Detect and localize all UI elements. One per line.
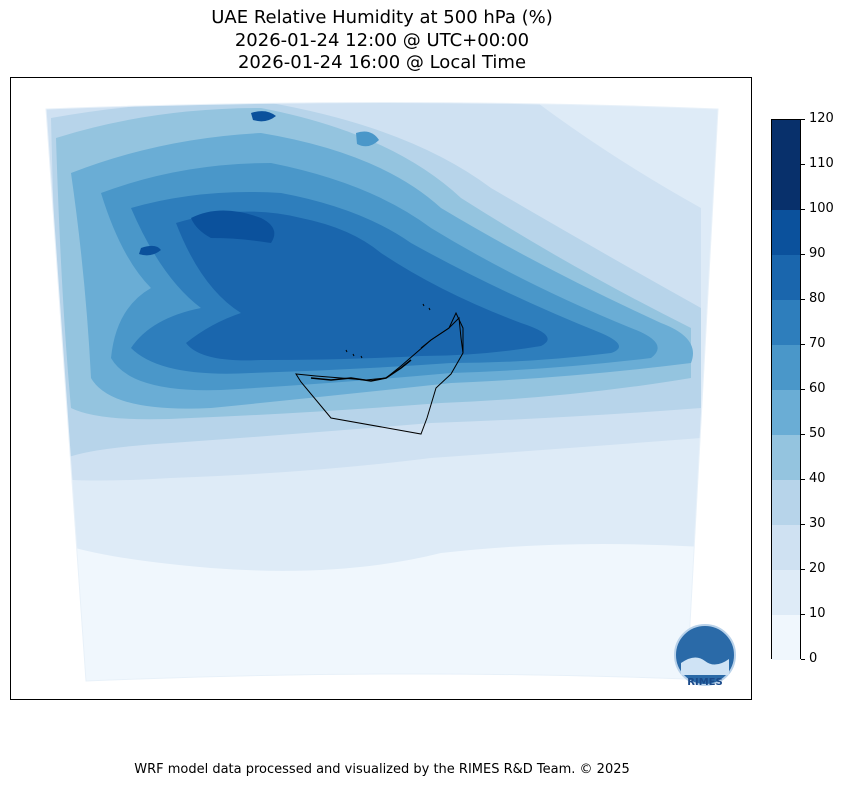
colorbar-segment-20-30 <box>772 525 800 570</box>
colorbar-segment-80-90 <box>772 255 800 300</box>
colorbar-tick <box>801 568 805 570</box>
colorbar-tick-label: 100 <box>809 201 834 216</box>
colorbar-tick-label: 0 <box>809 651 818 666</box>
humidity-band-90-100-north <box>251 111 276 122</box>
colorbar-segment-40-50 <box>772 435 800 480</box>
colorbar-tick <box>801 388 805 390</box>
humidity-band-90-100-west <box>139 245 161 256</box>
uae-coastline-east <box>420 316 464 354</box>
domain-edge <box>45 102 719 682</box>
humidity-band-80-90 <box>176 211 548 361</box>
islands <box>345 303 431 359</box>
humidity-cell-north <box>356 131 379 147</box>
map-title: UAE Relative Humidity at 500 hPa (%) <box>211 7 553 28</box>
colorbar-segment-10-20 <box>772 570 800 615</box>
colorbar-tick-label: 40 <box>809 471 826 486</box>
colorbar-tick-label: 70 <box>809 336 826 351</box>
colorbar-tick <box>801 343 805 345</box>
humidity-band-90-100 <box>191 210 275 243</box>
colorbar-tick-label: 120 <box>809 111 834 126</box>
colorbar-segment-100-110 <box>772 165 800 210</box>
colorbar-segment-70-80 <box>772 300 800 345</box>
colorbar-tick <box>801 478 805 480</box>
colorbar-tick <box>801 118 805 120</box>
colorbar-tick <box>801 298 805 300</box>
colorbar-tick <box>801 433 805 435</box>
uae-coastline <box>310 359 412 382</box>
map-panel: RIMES <box>10 77 752 700</box>
colorbar-tick <box>801 523 805 525</box>
humidity-map: RIMES <box>45 102 736 688</box>
colorbar-segment-50-60 <box>772 390 800 435</box>
colorbar-tick <box>801 658 805 660</box>
colorbar-tick <box>801 613 805 615</box>
colorbar-tick-label: 50 <box>809 426 826 441</box>
colorbar-segment-110-120 <box>772 120 800 165</box>
rimes-logo-text: RIMES <box>687 677 722 688</box>
rimes-logo: RIMES <box>674 624 736 688</box>
colorbar-tick <box>801 163 805 165</box>
colorbar-segment-0-10 <box>772 615 800 660</box>
footer-credit: WRF model data processed and visualized … <box>134 762 630 777</box>
colorbar-tick-label: 90 <box>809 246 826 261</box>
colorbar-tick-label: 60 <box>809 381 826 396</box>
colorbar-tick-label: 80 <box>809 291 826 306</box>
colorbar-tick-label: 110 <box>809 156 834 171</box>
colorbar-segment-90-100 <box>772 210 800 255</box>
colorbar-tick-label: 30 <box>809 516 826 531</box>
local-time-subtitle: 2026-01-24 16:00 @ Local Time <box>237 52 527 73</box>
colorbar-tick-label: 10 <box>809 606 826 621</box>
colorbar-segment-60-70 <box>772 345 800 390</box>
colorbar <box>771 119 801 660</box>
rimes-logo-waves <box>681 657 729 675</box>
colorbar-tick-label: 20 <box>809 561 826 576</box>
rimes-logo-circle <box>674 624 736 686</box>
colorbar-tick <box>801 208 805 210</box>
utc-time-subtitle: 2026-01-24 12:00 @ UTC+00:00 <box>234 30 530 51</box>
colorbar-segment-30-40 <box>772 480 800 525</box>
colorbar-tick <box>801 253 805 255</box>
